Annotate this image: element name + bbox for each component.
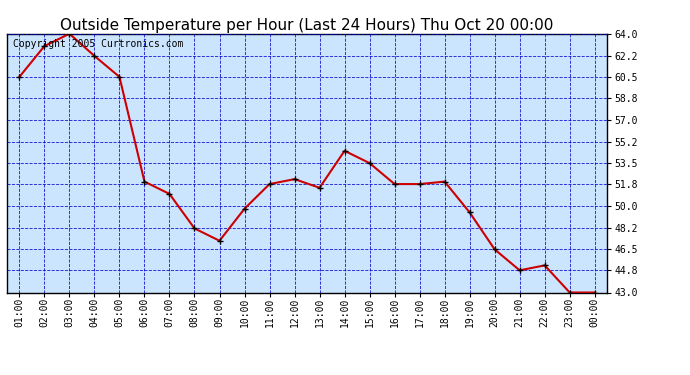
Text: Copyright 2005 Curtronics.com: Copyright 2005 Curtronics.com [13, 39, 184, 49]
Title: Outside Temperature per Hour (Last 24 Hours) Thu Oct 20 00:00: Outside Temperature per Hour (Last 24 Ho… [60, 18, 554, 33]
